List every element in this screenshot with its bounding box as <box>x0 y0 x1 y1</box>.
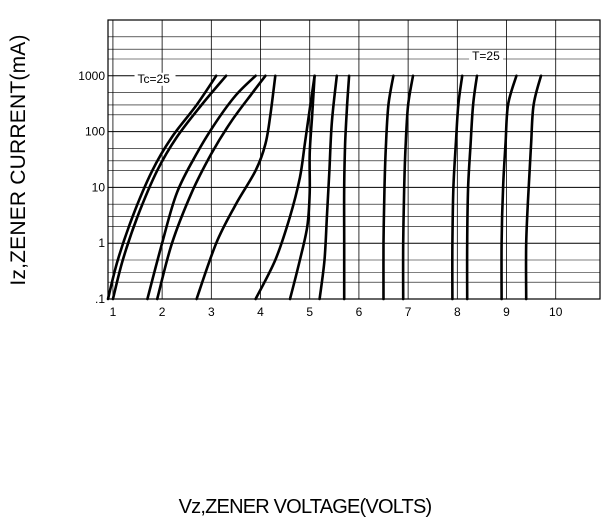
x-axis-title: Vz,ZENER VOLTAGE(VOLTS) <box>178 496 433 518</box>
annotation-label: Tc=25 <box>138 72 171 86</box>
zener-curve <box>254 74 316 301</box>
annotation-bg <box>469 50 504 64</box>
x-tick-label: 1 <box>110 305 117 319</box>
annotation-label: T=25 <box>472 49 500 63</box>
curves <box>106 74 543 301</box>
zener-curve <box>155 74 267 301</box>
y-axis-title-box: Iz,ZENER CURRENT(mA) <box>2 0 36 320</box>
y-tick-label: 1000 <box>78 69 105 83</box>
x-tick-label: 7 <box>405 305 412 319</box>
zener-curve <box>195 74 277 301</box>
x-tick-label: 5 <box>306 305 313 319</box>
zener-curve <box>342 74 351 301</box>
zener-curve <box>111 74 228 301</box>
zener-curve <box>318 74 339 301</box>
tick-labels: 1 2 3 4 5 6 7 8 9 10 .1 1 10 100 1000 <box>78 69 562 319</box>
zener-curve <box>401 74 415 301</box>
zener-curve <box>382 74 395 301</box>
y-tick-label: 1 <box>98 236 105 250</box>
zener-curve <box>451 74 464 301</box>
zener-curve <box>500 74 518 301</box>
zener-chart: 1 2 3 4 5 6 7 8 9 10 .1 1 10 100 1000 Tc=25 T=25 <box>78 19 601 319</box>
y-tick-label: 100 <box>85 125 105 139</box>
x-tick-label: 8 <box>454 305 461 319</box>
x-tick-label: 3 <box>208 305 215 319</box>
y-tick-label: 10 <box>92 180 106 194</box>
y-tick-label: .1 <box>95 292 105 306</box>
y-axis-title: Iz,ZENER CURRENT(mA) <box>7 34 30 286</box>
zener-curve <box>524 74 543 301</box>
zener-curve <box>106 74 218 301</box>
annotations: Tc=25 T=25 <box>134 49 504 86</box>
zener-curve <box>465 74 479 301</box>
zener-curve <box>146 74 257 301</box>
x-tick-label: 4 <box>257 305 264 319</box>
x-tick-label: 10 <box>549 305 563 319</box>
annotation-bg <box>134 72 176 86</box>
zener-curve <box>288 74 316 301</box>
x-tick-label: 2 <box>159 305 166 319</box>
x-tick-label: 9 <box>503 305 510 319</box>
x-tick-label: 6 <box>356 305 363 319</box>
